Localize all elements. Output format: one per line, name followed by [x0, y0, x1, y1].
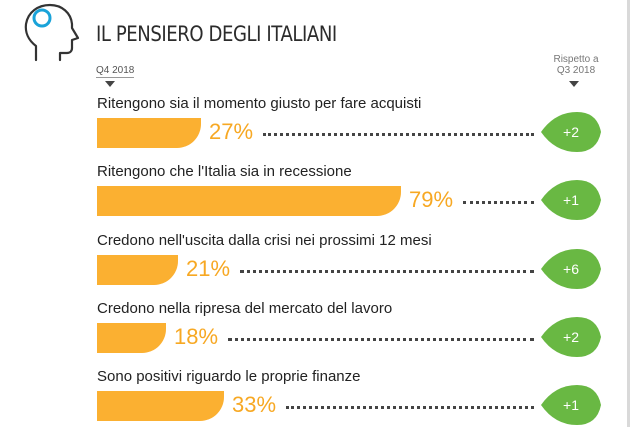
row-label: Credono nella ripresa del mercato del la… — [97, 300, 393, 317]
row-label: Ritengono che l'Italia sia in recessione — [97, 163, 352, 180]
value-label: 18% — [174, 324, 219, 349]
dotted-connector — [240, 270, 534, 273]
bar — [97, 118, 201, 148]
delta-value: +1 — [563, 397, 579, 413]
dotted-connector — [463, 201, 534, 204]
comparison-label: Rispetto a Q3 2018 — [535, 54, 617, 76]
delta-badge-leaf-icon — [541, 385, 601, 425]
right-border — [627, 0, 630, 427]
chart-row: Credono nell'uscita dalla crisi nei pros… — [0, 232, 630, 292]
bar — [97, 186, 401, 216]
period-label: Q4 2018 — [96, 65, 135, 78]
delta-value: +1 — [563, 192, 579, 208]
value-label: 33% — [232, 392, 277, 417]
dotted-connector — [286, 406, 534, 409]
delta-value: +2 — [563, 329, 579, 345]
head-profile-icon — [24, 3, 80, 62]
dotted-connector — [263, 133, 534, 136]
chart-row: Ritengono sia il momento giusto per fare… — [0, 95, 630, 155]
value-label: 79% — [409, 187, 454, 212]
row-label: Sono positivi riguardo le proprie finanz… — [97, 368, 361, 385]
bar — [97, 323, 166, 353]
period-down-arrow-icon — [105, 81, 115, 87]
page-title: IL PENSIERO DEGLI ITALIANI — [96, 22, 337, 46]
delta-badge-leaf-icon — [541, 180, 601, 220]
comparison-down-arrow-icon — [569, 81, 579, 87]
chart-row: Credono nella ripresa del mercato del la… — [0, 300, 630, 360]
dotted-connector — [228, 338, 534, 341]
row-label: Ritengono sia il momento giusto per fare… — [97, 95, 422, 112]
delta-value: +2 — [563, 124, 579, 140]
chart-row: Sono positivi riguardo le proprie finanz… — [0, 368, 630, 428]
chart-row: Ritengono che l'Italia sia in recessione… — [0, 163, 630, 223]
delta-badge-leaf-icon — [541, 317, 601, 357]
bar — [97, 255, 178, 285]
comparison-label-line1: Rispetto a — [553, 54, 599, 65]
delta-value: +6 — [563, 261, 579, 277]
value-label: 27% — [209, 119, 254, 144]
delta-badge-leaf-icon — [541, 112, 601, 152]
value-label: 21% — [186, 256, 231, 281]
row-label: Credono nell'uscita dalla crisi nei pros… — [97, 232, 432, 249]
comparison-label-line2: Q3 2018 — [556, 65, 596, 76]
bar — [97, 391, 224, 421]
delta-badge-leaf-icon — [541, 249, 601, 289]
